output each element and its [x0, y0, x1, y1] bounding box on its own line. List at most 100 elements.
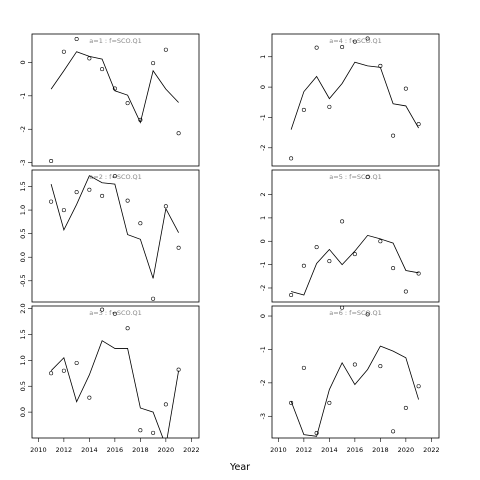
observed-point	[340, 219, 345, 224]
x-tick-label: 2012	[56, 446, 73, 454]
y-tick-label: 2.0	[19, 303, 27, 313]
x-tick-label: 2014	[81, 446, 98, 454]
observed-point	[352, 362, 357, 367]
observed-point	[327, 259, 332, 264]
observed-point	[138, 117, 143, 122]
y-tick-label: -1	[259, 261, 267, 267]
observed-point	[352, 252, 357, 257]
panel-6: a=6 : f=SCO.Q1 0 -1 -2 -3 2010 2012 2014 2016 201…	[259, 305, 440, 454]
panel-title: a=2 : f=SCO.Q1	[89, 173, 141, 181]
y-tick-label: -2	[259, 285, 267, 291]
observed-point	[391, 133, 396, 138]
y-tick-label: -1	[259, 114, 267, 120]
observed-point	[61, 208, 66, 213]
panel-frame	[31, 305, 200, 439]
observed-point	[416, 122, 421, 127]
fitted-line	[50, 175, 179, 279]
observed-point	[125, 101, 130, 106]
y-tick-label: -3	[19, 159, 27, 165]
panel-frame	[271, 33, 440, 167]
observed-point	[378, 63, 383, 68]
y-tick-label: -2	[259, 145, 267, 151]
observed-point	[74, 360, 79, 365]
observed-point	[163, 402, 168, 407]
observed-point	[327, 104, 332, 109]
panel-frame	[271, 305, 440, 439]
observed-point	[125, 198, 130, 203]
fitted-line	[50, 51, 179, 124]
x-axis-title: Year	[229, 462, 250, 473]
fitted-line	[50, 340, 179, 438]
x-tick-label: 2010	[270, 446, 287, 454]
x-tick-label: 2016	[347, 446, 364, 454]
observed-point	[403, 86, 408, 91]
observed-point	[365, 36, 370, 41]
observed-point	[49, 199, 54, 204]
x-tick-label: 2018	[372, 446, 389, 454]
observed-point	[289, 292, 294, 297]
panel-4: a=5 : f=SCO.Q1 2 1 0 -1 -2	[259, 169, 440, 303]
x-tick-label: 2020	[398, 446, 415, 454]
panel-frame	[271, 169, 440, 303]
observed-point	[378, 239, 383, 244]
observed-point	[151, 430, 156, 435]
fitted-line	[290, 61, 419, 130]
observed-point	[87, 187, 92, 192]
observed-point	[314, 45, 319, 50]
observed-point	[74, 190, 79, 195]
observed-point	[176, 245, 181, 250]
y-tick-label: 1.5	[19, 329, 27, 339]
observed-point	[327, 400, 332, 405]
observed-point	[416, 271, 421, 276]
observed-point	[378, 364, 383, 369]
observed-point	[301, 263, 306, 268]
observed-point	[365, 175, 370, 180]
y-tick-label: -2	[259, 380, 267, 386]
observed-point	[151, 61, 156, 66]
observed-point	[125, 326, 130, 331]
y-tick-label: -2	[19, 126, 27, 132]
observed-point	[100, 307, 105, 312]
x-tick-label: 2010	[30, 446, 47, 454]
fitted-line	[291, 234, 419, 296]
observed-point	[403, 289, 408, 294]
panel-3: a=2 : f=SCO.Q1 1.5 1.0 0.5 0.0 -0.5	[19, 169, 200, 303]
y-tick-label: 0	[259, 314, 267, 318]
observed-point	[49, 158, 54, 163]
panel-title: a=1 : f=SCO.Q1	[89, 37, 141, 45]
y-tick-label: 1.0	[19, 205, 27, 215]
y-tick-label: 1.5	[19, 181, 27, 191]
y-tick-label: -3	[259, 413, 267, 419]
y-tick-label: 2	[259, 192, 267, 196]
x-tick-label: 2018	[132, 446, 149, 454]
observed-point	[112, 86, 117, 91]
y-tick-label: 0.0	[19, 407, 27, 417]
observed-point	[176, 131, 181, 136]
y-tick-label: -1	[19, 93, 27, 99]
panel-title: a=4 : f=SCO.Q1	[329, 37, 381, 45]
observed-point	[100, 193, 105, 198]
y-tick-label: 0	[259, 239, 267, 243]
observed-point	[289, 156, 294, 161]
x-tick-label: 2016	[107, 446, 124, 454]
observed-point	[340, 45, 345, 50]
observed-point	[314, 245, 319, 250]
fitted-line	[290, 345, 419, 437]
y-tick-label: 0	[19, 60, 27, 64]
y-tick-label: 1	[259, 55, 267, 59]
observed-point	[151, 296, 156, 301]
observed-point	[112, 311, 117, 316]
y-tick-label: 1	[259, 216, 267, 220]
observed-point	[74, 37, 79, 42]
panel-2: a=4 : f=SCO.Q1 1 0 -1 -2	[259, 33, 440, 167]
observed-point	[87, 395, 92, 400]
observed-point	[176, 367, 181, 372]
panel-frame	[31, 169, 200, 303]
panel-frame	[31, 33, 200, 167]
y-tick-label: 0	[259, 85, 267, 89]
observed-point	[163, 204, 168, 209]
observed-point	[340, 306, 345, 310]
observed-point	[138, 221, 143, 226]
observed-point	[138, 428, 143, 433]
